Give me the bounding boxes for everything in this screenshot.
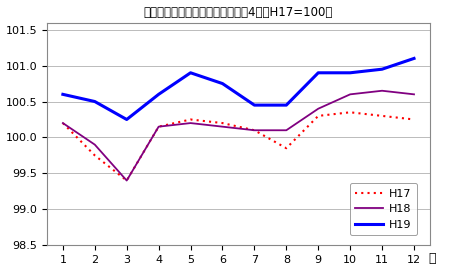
- H17: [411, 118, 417, 121]
- H18: [60, 121, 66, 125]
- H18: [411, 93, 417, 96]
- H17: [220, 121, 225, 125]
- H18: [316, 107, 321, 110]
- Text: 月: 月: [428, 252, 436, 265]
- H17: [316, 114, 321, 118]
- H18: [284, 129, 289, 132]
- H19: [124, 118, 129, 121]
- H19: [92, 100, 97, 103]
- Line: H17: H17: [63, 112, 414, 181]
- H19: [284, 104, 289, 107]
- H18: [348, 93, 353, 96]
- H19: [156, 93, 161, 96]
- H18: [252, 129, 257, 132]
- H17: [188, 118, 193, 121]
- H17: [348, 111, 353, 114]
- H18: [156, 125, 161, 128]
- H19: [60, 93, 66, 96]
- H18: [92, 143, 97, 146]
- H17: [124, 179, 129, 182]
- H17: [379, 114, 385, 118]
- H17: [60, 121, 66, 125]
- H18: [188, 121, 193, 125]
- H17: [156, 125, 161, 128]
- H19: [252, 104, 257, 107]
- H19: [411, 57, 417, 60]
- H19: [188, 71, 193, 75]
- H18: [379, 89, 385, 92]
- Line: H19: H19: [63, 59, 414, 120]
- Legend: H17, H18, H19: H17, H18, H19: [350, 183, 417, 235]
- H17: [92, 154, 97, 157]
- Line: H18: H18: [63, 91, 414, 181]
- H18: [124, 179, 129, 182]
- Title: 生鮮食品を除く総合指数の動き　4市（H17=100）: 生鮮食品を除く総合指数の動き 4市（H17=100）: [144, 6, 333, 18]
- H19: [348, 71, 353, 75]
- H19: [316, 71, 321, 75]
- H17: [252, 129, 257, 132]
- H19: [220, 82, 225, 85]
- H18: [220, 125, 225, 128]
- H17: [284, 147, 289, 150]
- H19: [379, 68, 385, 71]
